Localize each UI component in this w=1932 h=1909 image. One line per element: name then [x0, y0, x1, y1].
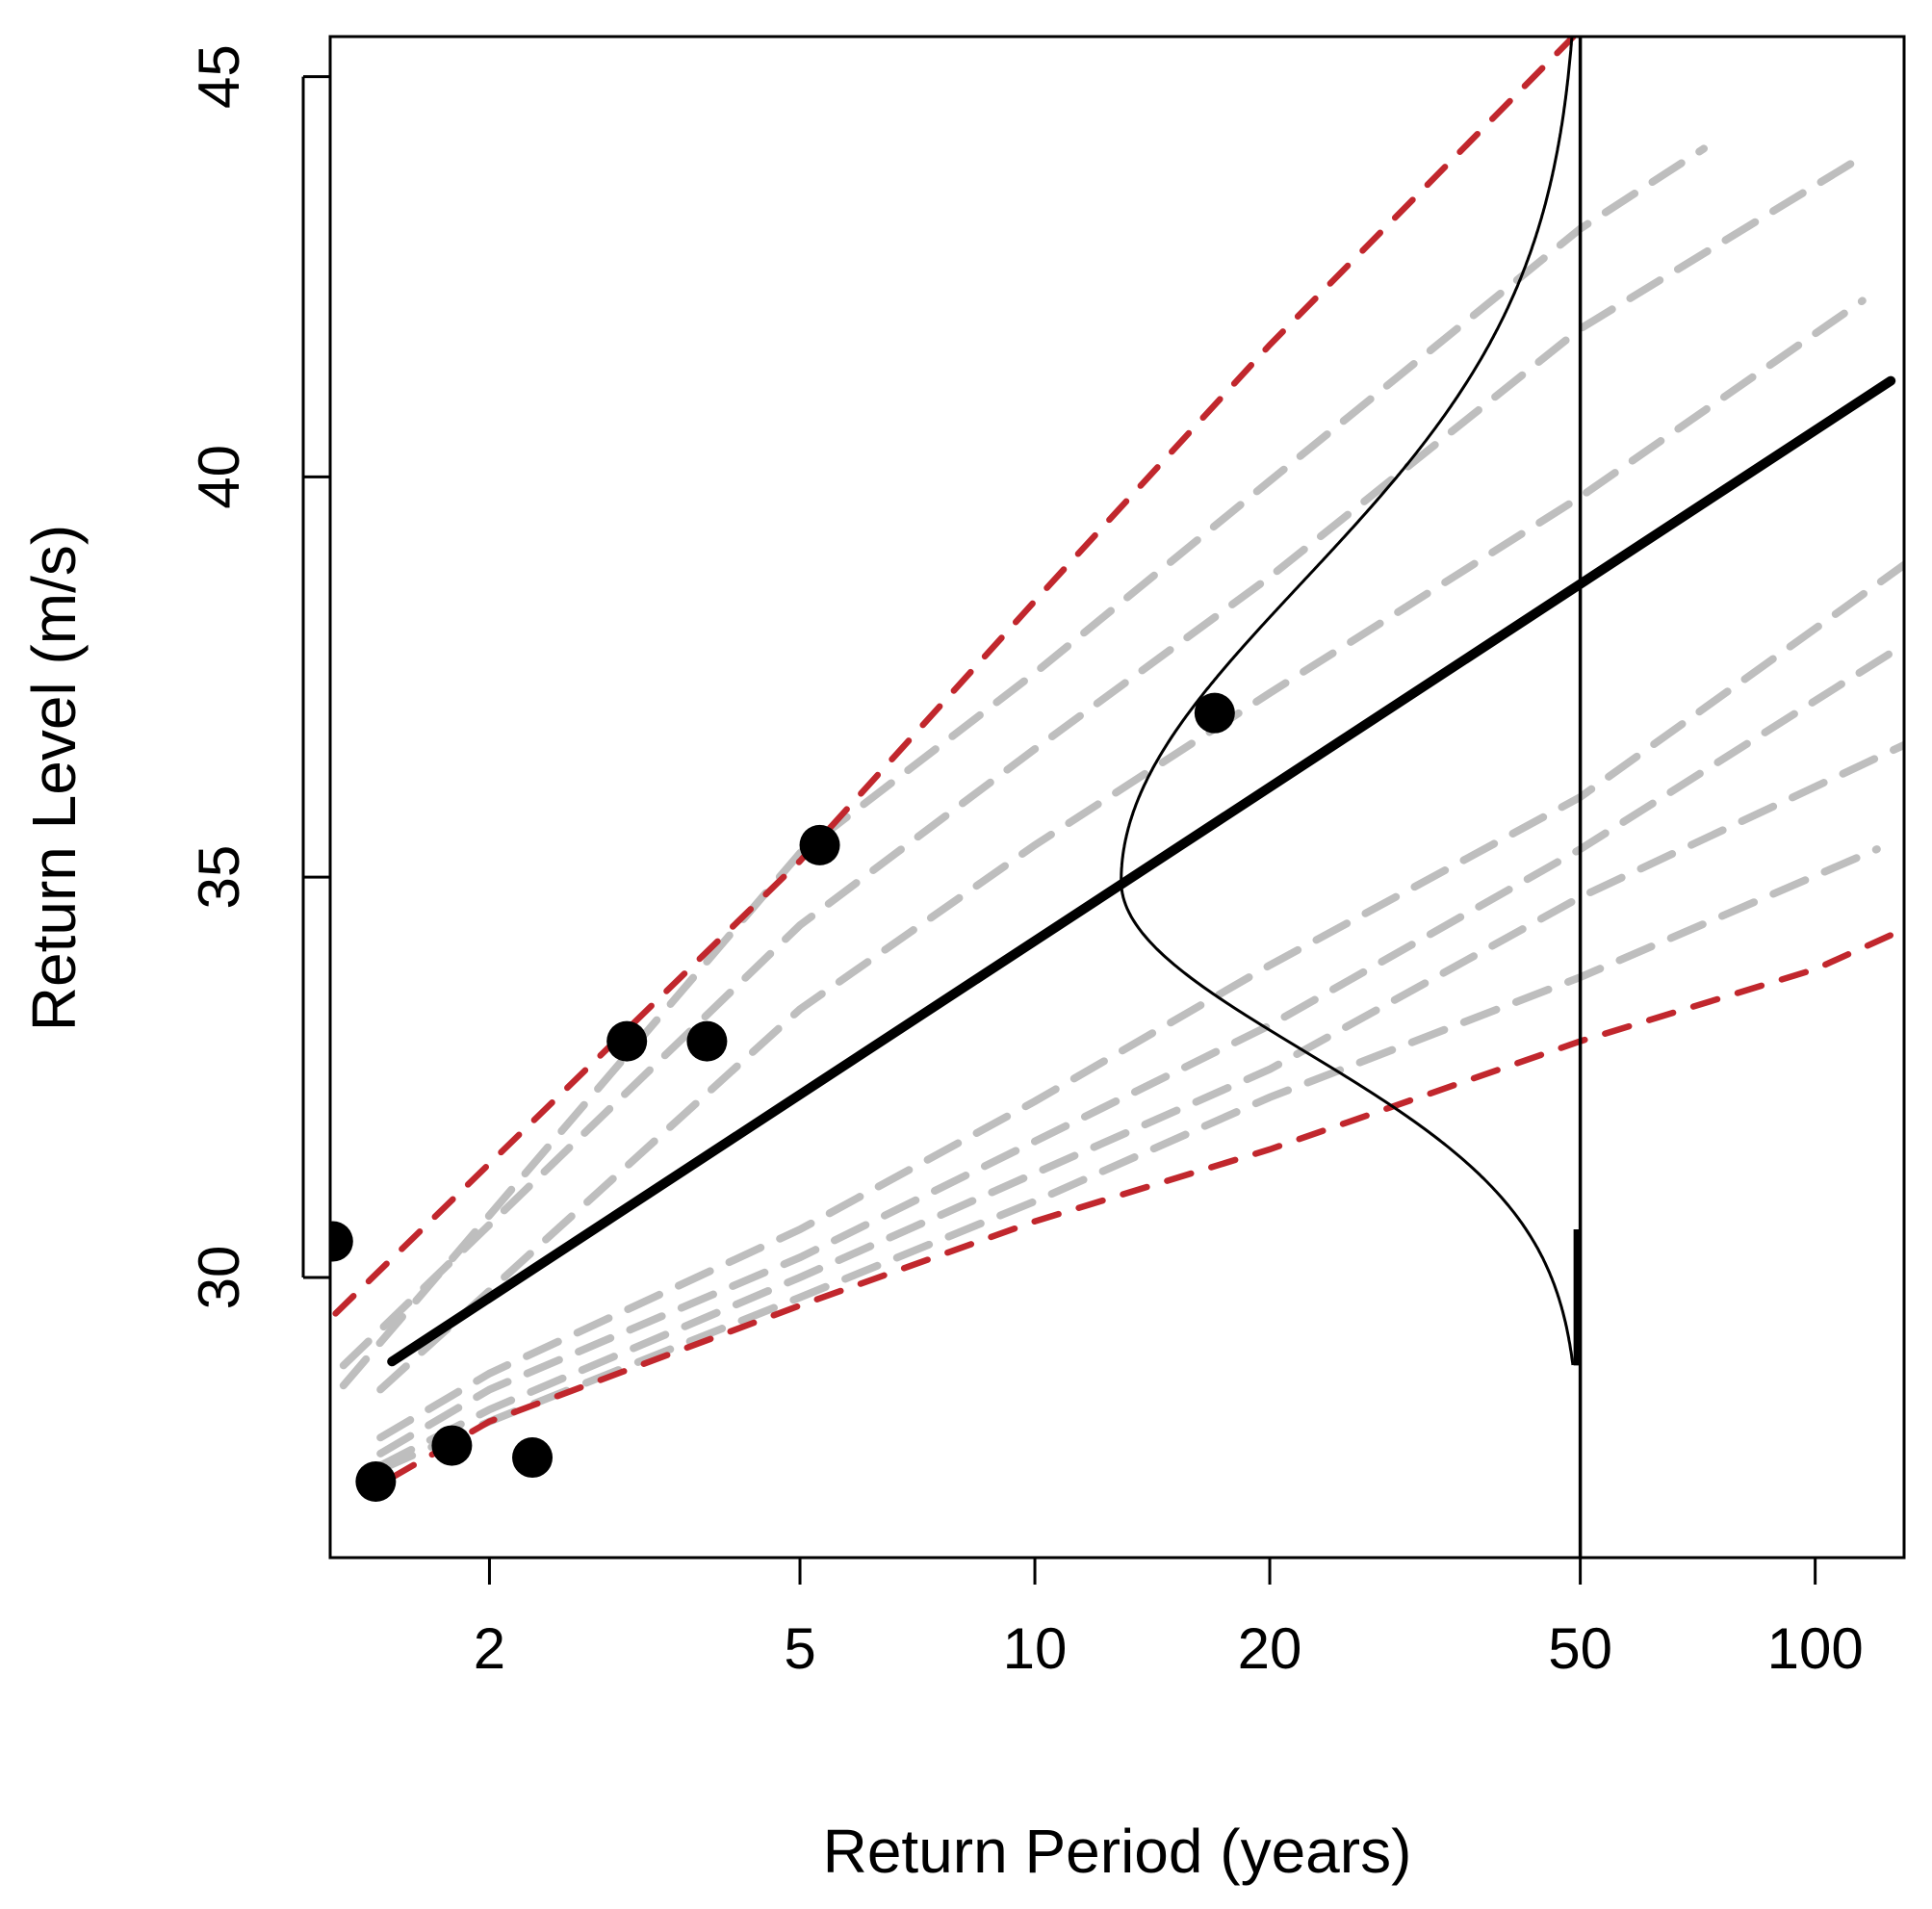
sample-curve-4	[376, 560, 1904, 1442]
observation-point	[330, 1221, 353, 1262]
density-overlay-layer	[1120, 37, 1583, 1558]
observation-points	[330, 692, 1235, 1502]
fitted-curve-layer	[387, 375, 1896, 1367]
sample-curve-1	[339, 144, 1708, 1390]
x-axis-title: Return Period (years)	[823, 1817, 1412, 1886]
y-axis: 30 35 40 45	[187, 44, 330, 1309]
sample-curve-2	[339, 152, 1867, 1370]
y-tick-label: 40	[187, 445, 251, 509]
y-tick-label: 30	[187, 1246, 251, 1310]
upper-bound-curve	[332, 37, 1577, 1317]
observation-point	[1194, 692, 1235, 734]
observation-point	[606, 1020, 648, 1062]
sample-curve-6	[376, 740, 1904, 1470]
y-tick-label: 35	[187, 845, 251, 910]
y-axis-title: Return Level (m/s)	[19, 525, 89, 1031]
sample-curves	[339, 144, 1904, 1474]
y-tick-label: 45	[187, 44, 251, 109]
x-tick-label: 5	[784, 1616, 815, 1681]
lower-bound-curve	[388, 925, 1904, 1482]
x-tick-label: 10	[1003, 1616, 1068, 1681]
x-tick-label: 100	[1767, 1616, 1864, 1681]
fitted-curve	[387, 375, 1896, 1367]
x-tick-label: 20	[1238, 1616, 1302, 1681]
bound-curves	[332, 37, 1904, 1482]
observation-point	[512, 1437, 554, 1479]
observation-point	[431, 1425, 473, 1466]
observation-point	[686, 1020, 728, 1062]
x-tick-label: 2	[474, 1616, 505, 1681]
observation-point	[799, 824, 840, 865]
observation-point	[355, 1461, 397, 1502]
density-curve	[1120, 37, 1575, 1366]
sample-curve-3	[376, 297, 1867, 1394]
plot-frame	[328, 35, 1906, 1560]
x-axis: 2 5 10 20 50 100	[474, 1558, 1864, 1681]
x-tick-label: 50	[1548, 1616, 1612, 1681]
